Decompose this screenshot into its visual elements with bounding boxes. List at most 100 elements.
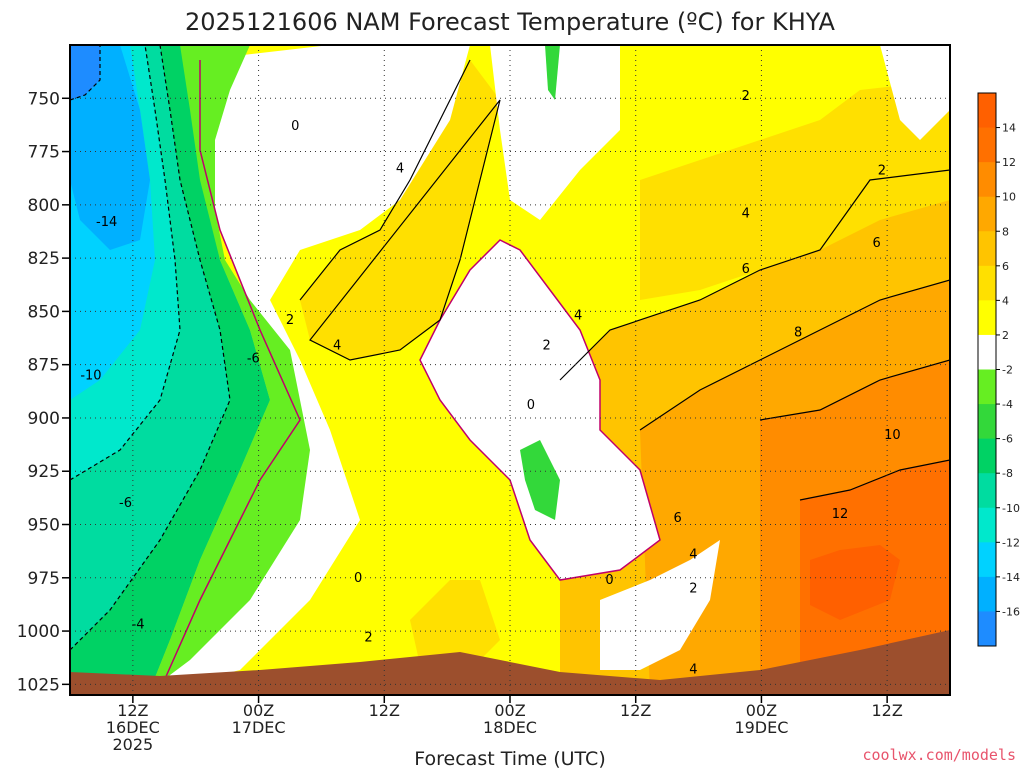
x-tick-label: 00Z [746, 701, 777, 720]
contour-label: 12 [832, 507, 849, 522]
contour-label: -10 [80, 368, 101, 383]
colorbar-swatch [978, 93, 996, 129]
filled-contours [70, 45, 950, 695]
y-tick-label: 975 [28, 569, 60, 589]
contour-label: 8 [794, 326, 802, 341]
fill-14-plus [810, 545, 900, 620]
contour-label: 4 [333, 338, 341, 353]
contour-label: 2 [689, 581, 697, 596]
colorbar-swatch [978, 162, 996, 198]
x-tick-label: 17DEC [232, 718, 286, 737]
colorbar-swatch [978, 369, 996, 405]
colorbar-swatch [978, 334, 996, 370]
colorbar-label: -14 [1002, 571, 1020, 584]
fill-4-6-lower [410, 580, 500, 665]
contour-0-west [159, 60, 301, 691]
y-tick-label: 925 [28, 462, 60, 482]
y-tick-label: 775 [28, 143, 60, 163]
contour-label: 2 [364, 630, 372, 645]
y-tick-label: 825 [28, 249, 60, 269]
x-tick-label: 2025 [112, 735, 153, 754]
grid-lines [70, 45, 950, 695]
x-tick-label: 12Z [117, 701, 148, 720]
y-tick-label: 750 [28, 89, 60, 109]
contour-label: 6 [742, 262, 750, 277]
fill-minus14-minus16 [70, 45, 100, 100]
colorbar-swatch [978, 404, 996, 440]
fill-4-6-upper [300, 60, 500, 360]
fill-near-zero-center [420, 240, 660, 580]
contour-minus14 [70, 45, 101, 101]
contour-6 [559, 169, 950, 381]
contour-label: 2 [742, 89, 750, 104]
contour-8 [639, 279, 950, 431]
terrain-fill [70, 630, 950, 695]
contour-label: 4 [742, 206, 750, 221]
contour-label: -6 [119, 496, 132, 511]
contour-label: 2 [878, 164, 886, 179]
colorbar-label: 6 [1002, 260, 1009, 273]
colorbar-label: 14 [1002, 122, 1016, 135]
colorbar-label: 8 [1002, 225, 1009, 238]
y-tick-label: 900 [28, 409, 60, 429]
colorbar-label: -6 [1002, 433, 1013, 446]
y-tick-label: 800 [28, 196, 60, 216]
colorbar-swatch [978, 127, 996, 163]
colorbar-swatch [978, 231, 996, 267]
fill-minus2-center-pocket [520, 440, 560, 520]
colorbar-label: -8 [1002, 467, 1013, 480]
contour-label: 4 [574, 309, 582, 324]
y-tick-label: 1000 [17, 622, 60, 642]
colorbar-label: 10 [1002, 191, 1016, 204]
x-tick-label: 00Z [243, 701, 274, 720]
colorbar-swatch [978, 507, 996, 543]
contour-label: 4 [396, 162, 404, 177]
x-tick-label: 19DEC [734, 718, 788, 737]
colorbar-swatch [978, 438, 996, 474]
colorbar: 14 12 10 8 6 4 2 -2 -4 -6 -8 -10 -12 -14 -16 [977, 92, 1020, 647]
contour-label: -14 [96, 215, 117, 230]
colorbar-swatch [978, 542, 996, 578]
y-axis-ticks: 750 775 800 825 850 875 900 925 950 975 1000 1025 [17, 89, 70, 695]
x-axis-title: Forecast Time (UTC) [414, 748, 605, 768]
contour-label: 0 [291, 119, 299, 134]
contour-12 [799, 459, 950, 501]
contour-label: 0 [527, 398, 535, 413]
credit-text: coolwx.com/models [862, 746, 1016, 764]
colorbar-swatch [978, 300, 996, 336]
colorbar-label: 4 [1002, 294, 1009, 307]
fill-minus2-minus4 [150, 45, 310, 690]
colorbar-swatch [978, 196, 996, 232]
contour-label: 0 [354, 571, 362, 586]
colorbar-label: 2 [1002, 329, 1009, 342]
contour-label: 4 [689, 662, 697, 677]
contour-0-center [419, 239, 661, 581]
contour-label: 6 [873, 236, 881, 251]
x-tick-label: 18DEC [483, 718, 537, 737]
colorbar-swatch [978, 611, 996, 647]
fill-minus2-top-pocket [545, 45, 560, 100]
fill-near-zero-ne [880, 45, 950, 140]
contour-minus6 [70, 45, 231, 651]
colorbar-label: -16 [1002, 605, 1020, 618]
fill-near-zero-lower [600, 540, 720, 670]
contour-label: 6 [673, 511, 681, 526]
fill-near-zero-top [490, 45, 620, 220]
x-tick-label: 12Z [871, 701, 902, 720]
x-tick-label: 12Z [620, 701, 651, 720]
fill-minus12-minus14 [70, 45, 150, 250]
y-tick-label: 950 [28, 516, 60, 536]
colorbar-label: 12 [1002, 156, 1016, 169]
colorbar-label: -2 [1002, 364, 1013, 377]
colorbar-swatch [978, 576, 996, 612]
colorbar-label: -10 [1002, 502, 1020, 515]
contour-label: 4 [689, 547, 697, 562]
x-tick-label: 16DEC [106, 718, 160, 737]
contour-label: -6 [247, 351, 260, 366]
fill-4-6-right [640, 80, 950, 300]
y-tick-label: 1025 [17, 675, 60, 695]
contour-label: 10 [884, 428, 901, 443]
contour-label: 2 [286, 313, 294, 328]
